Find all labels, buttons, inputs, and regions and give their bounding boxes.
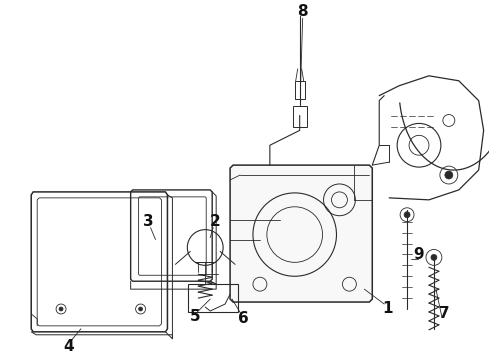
Bar — [293, 105, 307, 127]
Circle shape — [445, 171, 453, 179]
Text: 3: 3 — [143, 214, 154, 229]
Polygon shape — [230, 165, 372, 302]
Bar — [188, 284, 238, 312]
Text: 8: 8 — [297, 4, 308, 19]
Circle shape — [431, 255, 437, 260]
Bar — [294, 81, 305, 99]
Text: 2: 2 — [210, 214, 220, 229]
Text: 1: 1 — [382, 301, 392, 316]
Text: 5: 5 — [190, 310, 200, 324]
Circle shape — [139, 307, 143, 311]
Text: 6: 6 — [238, 311, 248, 327]
Text: 4: 4 — [64, 339, 74, 354]
Text: 7: 7 — [439, 306, 449, 321]
Text: 9: 9 — [414, 247, 424, 262]
Circle shape — [404, 212, 410, 218]
Circle shape — [59, 307, 63, 311]
